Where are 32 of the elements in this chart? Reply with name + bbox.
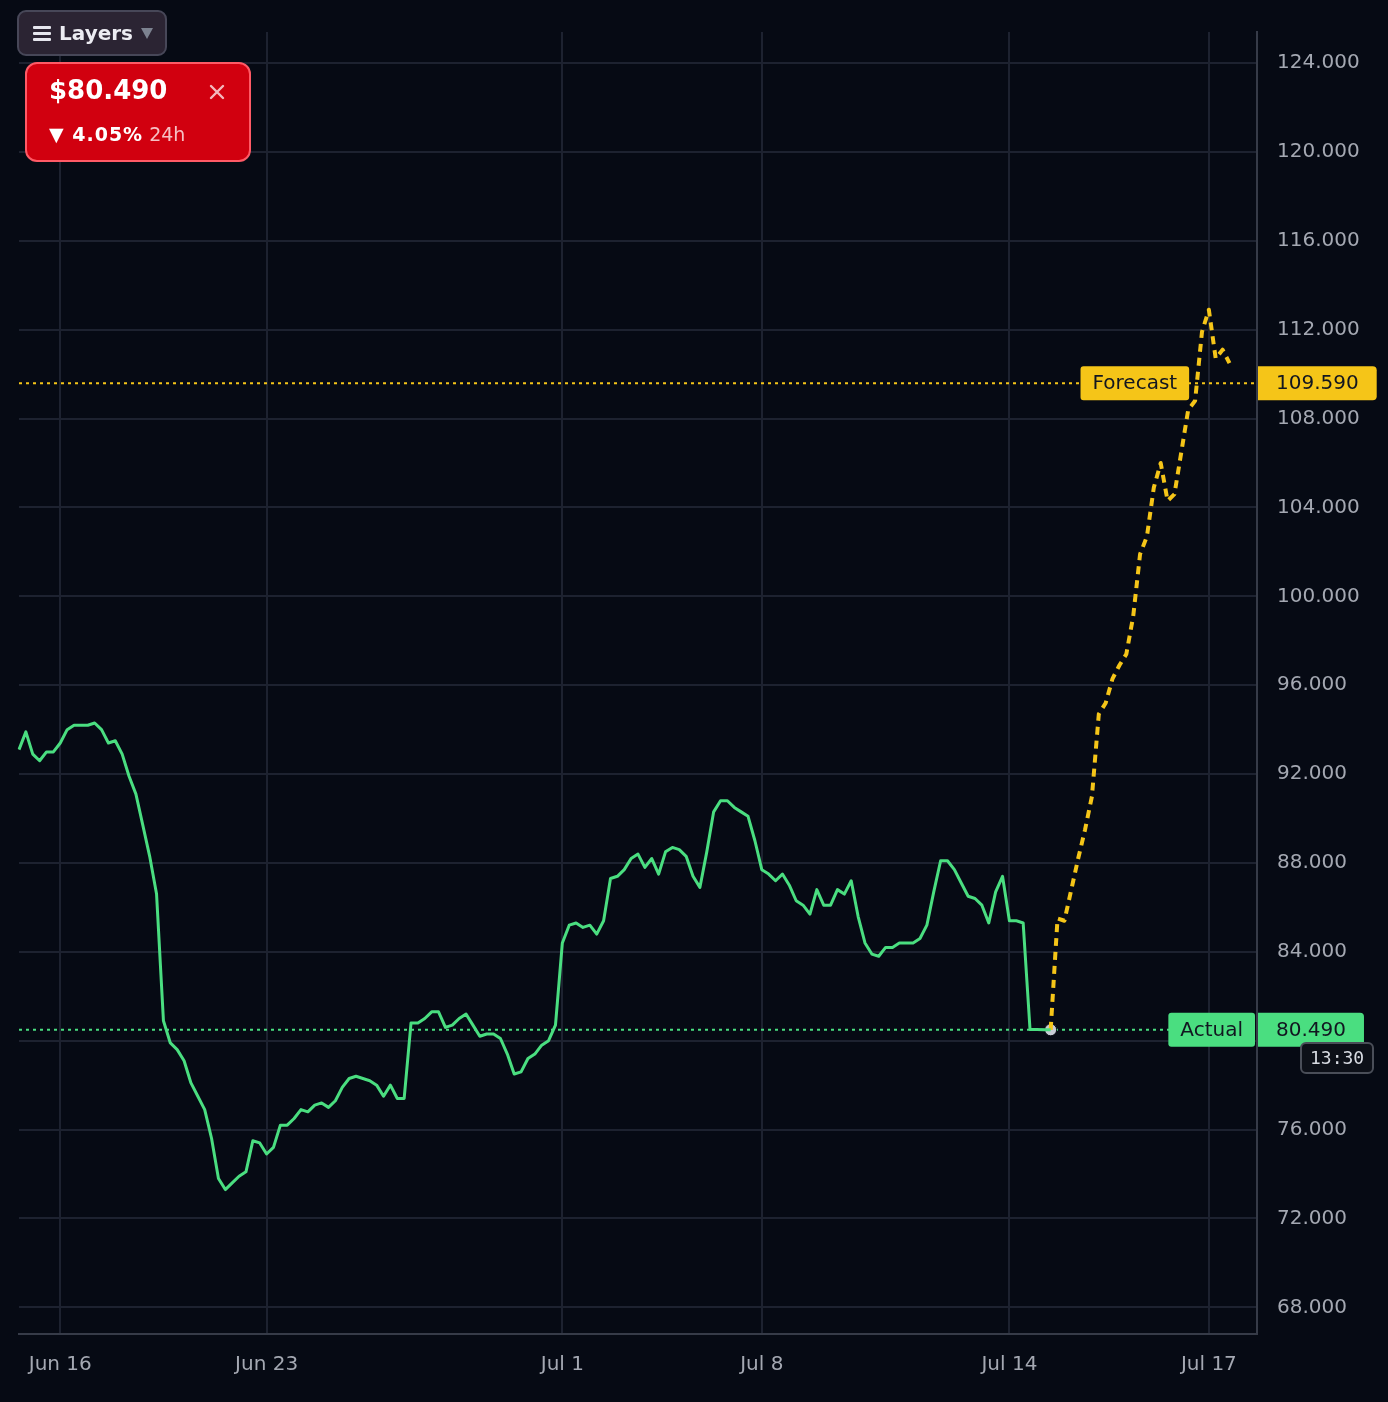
annotation: ▼ 4.05% <box>49 123 144 145</box>
text: 80.490 <box>1276 1017 1346 1042</box>
x-tick-label: Jul 17 <box>1178 1351 1237 1376</box>
annotation: $80.490 <box>49 74 168 106</box>
close-icon[interactable] <box>209 84 225 100</box>
y-tick-label: 84.000 <box>1277 938 1347 963</box>
ref-line-label: Forecast <box>1092 370 1178 395</box>
annotation: 24h <box>149 123 186 145</box>
x-tick-label: Jul 14 <box>979 1351 1038 1376</box>
text: 13:30 <box>1300 1042 1375 1074</box>
layers-button[interactable]: Layers <box>17 10 167 56</box>
y-tick-label: 104.000 <box>1277 493 1360 518</box>
y-tick-label: 100.000 <box>1277 582 1360 607</box>
x-tick-label: Jun 16 <box>26 1351 92 1376</box>
y-tick-label: 108.000 <box>1277 404 1360 429</box>
x-tick-label: Jun 23 <box>233 1351 299 1376</box>
annotation: Layers <box>59 21 133 45</box>
price-card: $80.490 ▼ 4.05% 24h <box>25 62 251 162</box>
y-tick-label: 88.000 <box>1277 849 1347 874</box>
y-tick-label: 76.000 <box>1277 1115 1347 1140</box>
text: 109.590 <box>1275 370 1359 395</box>
y-tick-label: 96.000 <box>1277 671 1347 696</box>
x-tick-label: Jul 1 <box>538 1351 584 1376</box>
ref-line-label: Actual <box>1180 1017 1243 1042</box>
y-tick-label: 68.000 <box>1277 1293 1347 1318</box>
y-tick-label: 124.000 <box>1277 49 1360 74</box>
x-tick-label: Jul 8 <box>738 1351 784 1376</box>
y-tick-label: 120.000 <box>1277 138 1360 163</box>
y-tick-label: 92.000 <box>1277 760 1347 785</box>
y-tick-label: 112.000 <box>1277 315 1360 340</box>
y-tick-label: 116.000 <box>1277 227 1360 252</box>
y-tick-label: 72.000 <box>1277 1204 1347 1229</box>
